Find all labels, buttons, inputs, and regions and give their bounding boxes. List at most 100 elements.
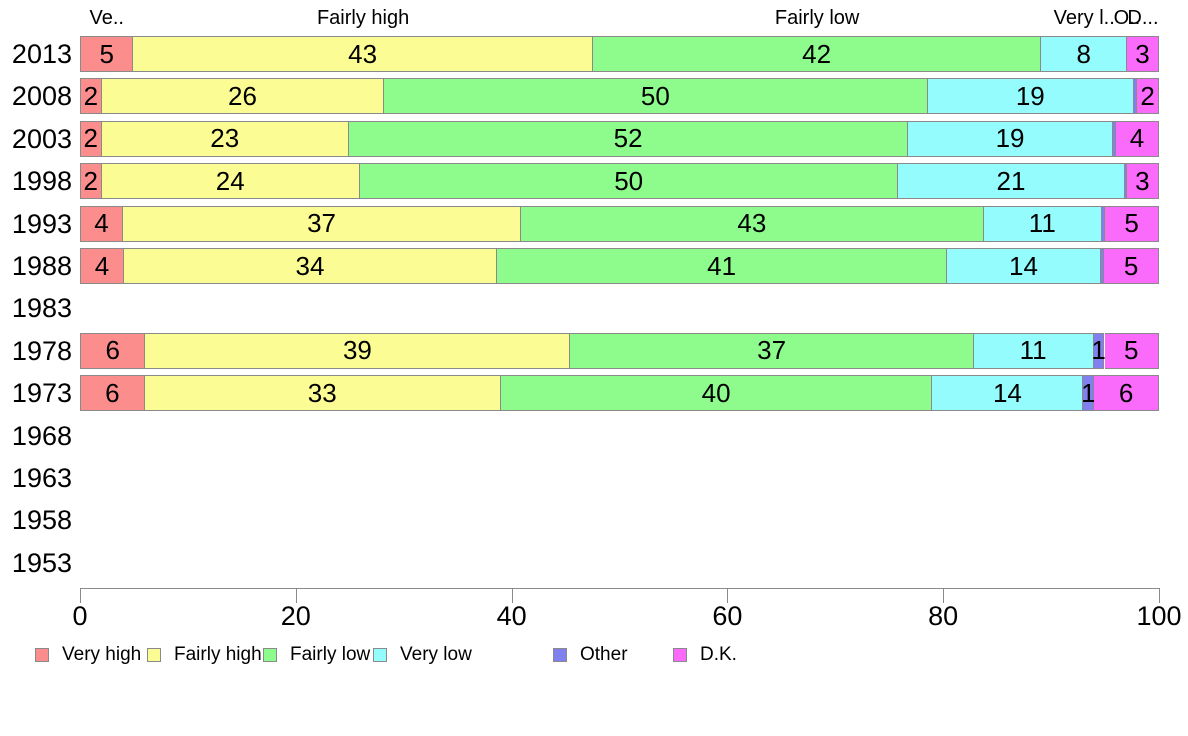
year-label-2013: 2013 [11,39,72,69]
column-header-label-4: O.. [1113,7,1141,29]
segment-value-label: 4 [94,250,110,281]
bar-segment-2013-very-low: 8 [1041,36,1127,72]
legend-label: Fairly low [290,644,371,665]
segment-value-label: 2 [83,165,98,196]
bar-segment-1988-d-k: 5 [1104,248,1159,284]
bar-segment-1998-fairly-high: 24 [101,163,360,200]
x-axis-tick-20 [295,588,297,603]
segment-value-label: 5 [1124,335,1139,366]
x-axis-tick-label-60: 60 [712,601,743,631]
column-header-label-1: Fairly high [316,7,410,29]
segment-value-label: 19 [995,123,1025,154]
bar-segment-1998-d-k: 3 [1126,163,1159,200]
bar-segment-1978-fairly-low: 37 [570,332,974,369]
bar-segment-2008-very-low: 19 [927,78,1134,115]
segment-value-label: 43 [348,38,378,69]
year-label-1968: 1968 [11,420,72,451]
bar-segment-2013-fairly-low: 42 [592,36,1042,72]
column-header-label-5: D... [1127,7,1159,29]
bar-segment-1998-other [1124,163,1127,200]
year-label-2003: 2003 [11,123,72,154]
bar-segment-1988-very-low: 14 [947,248,1101,284]
segment-value-label: 21 [996,165,1026,196]
segment-value-label: 24 [215,165,245,196]
bar-segment-2008-fairly-low: 50 [384,78,928,115]
bar-segment-2013-fairly-high: 43 [133,36,593,72]
segment-value-label: 2 [83,123,98,154]
legend-swatch [553,648,567,662]
x-axis-tick-label-100: 100 [1136,601,1182,631]
bar-segment-2013-very-high: 5 [80,36,134,72]
bar-segment-1988-very-high: 4 [80,248,124,284]
column-header-label-2: Fairly low [774,7,860,29]
bar-segment-1988-fairly-low: 41 [497,248,948,284]
segment-value-label: 11 [1019,335,1047,366]
legend-label: Fairly high [174,644,262,665]
segment-value-label: 23 [210,123,240,154]
bar-segment-2013-d-k: 3 [1126,36,1159,72]
bar-segment-2008-very-high: 2 [80,78,102,115]
segment-value-label: 26 [228,80,257,111]
segment-value-label: 52 [613,123,643,154]
segment-value-label: 37 [307,208,336,239]
segment-value-label: 6 [105,377,120,408]
bar-segment-1993-very-high: 4 [80,205,124,242]
legend-label: Very low [400,644,472,665]
segment-value-label: 6 [1118,377,1134,408]
bar-segment-1978-other: 1 [1091,332,1106,369]
segment-value-label: 37 [757,335,787,366]
year-label-1988: 1988 [11,251,72,281]
segment-value-label: 3 [1135,38,1150,69]
segment-value-label: 1 [1091,335,1106,366]
segment-value-label: 6 [105,335,120,366]
bar-segment-1978-very-high: 6 [80,332,146,369]
segment-value-label: 4 [1129,123,1145,154]
column-header-label-3: Very l.. [1053,7,1115,29]
bar-segment-1993-fairly-low: 43 [521,205,984,242]
x-axis-tick-label-40: 40 [496,601,527,631]
year-label-1983: 1983 [11,293,72,324]
segment-value-label: 14 [1009,250,1038,281]
legend-swatch [263,648,277,662]
bar-segment-2003-very-high: 2 [80,120,102,157]
segment-value-label: 43 [737,208,767,239]
bar-segment-1993-fairly-high: 37 [123,205,522,242]
segment-value-label: 41 [707,250,737,281]
bar-segment-2008-fairly-high: 26 [101,78,385,115]
segment-value-label: 2 [83,80,99,111]
legend-label: Very high [62,644,142,665]
year-label-1978: 1978 [11,335,72,366]
segment-value-label: 5 [99,38,114,69]
bar-segment-1993-other [1101,205,1106,242]
segment-value-label: 39 [342,335,372,366]
x-axis-tick-0 [80,588,81,603]
segment-value-label: 4 [94,208,109,239]
bar-segment-1998-very-low: 21 [898,163,1125,200]
segment-value-label: 8 [1076,38,1091,69]
legend-swatch [673,648,687,662]
segment-value-label: 3 [1135,165,1150,196]
bar-segment-1988-other [1100,248,1105,284]
legend-swatch [147,648,161,662]
bar-segment-1973-fairly-low: 40 [500,375,933,412]
x-axis-tick-80 [943,588,945,603]
segment-value-label: 34 [295,250,325,281]
legend-item-fairly-high: Fairly high [147,645,262,665]
x-axis-tick-label-80: 80 [928,601,959,631]
segment-value-label: 19 [1015,80,1045,111]
segment-value-label: 50 [614,165,644,196]
legend-swatch [373,648,387,662]
segment-value-label: 5 [1123,250,1139,281]
year-label-1958: 1958 [11,505,72,536]
bar-segment-1988-fairly-high: 34 [123,248,498,284]
bar-segment-2003-very-low: 19 [908,120,1113,157]
bar-segment-1973-very-low: 14 [932,375,1084,412]
bar-segment-2003-fairly-high: 23 [101,120,349,157]
year-label-1973: 1973 [11,378,72,409]
legend-item-fairly-low: Fairly low [263,645,370,665]
x-axis-tick-label-20: 20 [280,601,311,631]
x-axis-tick-60 [727,588,729,603]
year-label-1963: 1963 [11,463,72,493]
segment-value-label: 33 [307,377,337,408]
